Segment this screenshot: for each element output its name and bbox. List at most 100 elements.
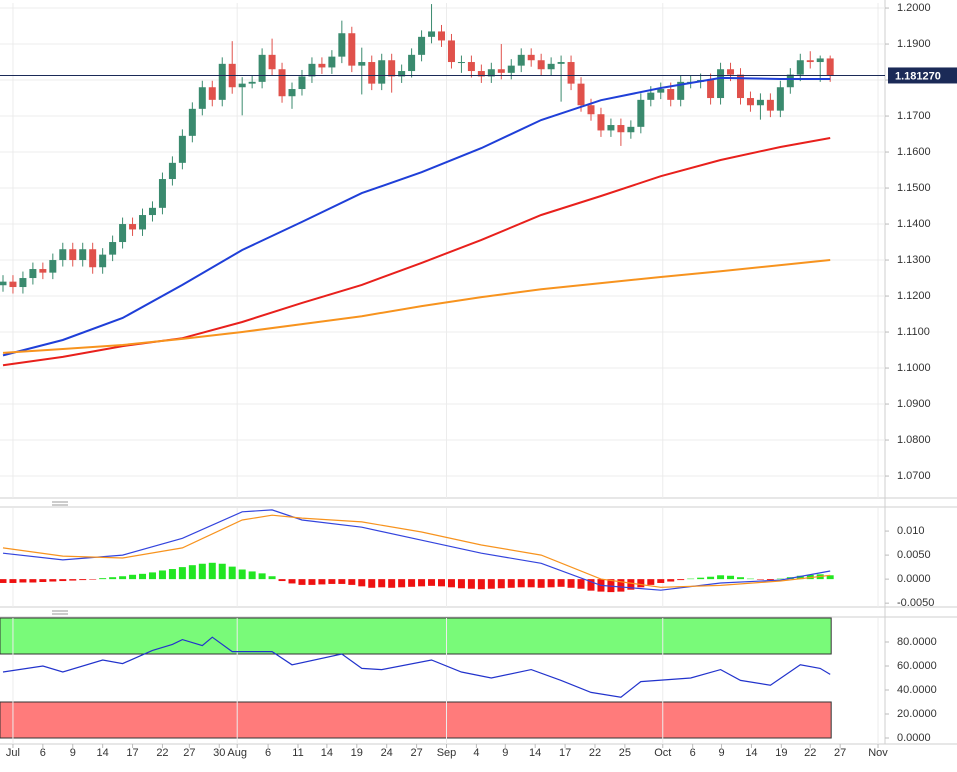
histogram-bar: [438, 579, 446, 587]
indicator-line: [2, 259, 831, 354]
candle-body: [647, 92, 655, 100]
x-tick-label: 22: [804, 747, 816, 759]
candle-body: [507, 65, 515, 73]
indicator-line: [2, 76, 831, 357]
histogram-bar: [697, 577, 705, 580]
candle-body: [29, 269, 37, 279]
candle-body: [348, 33, 356, 66]
histogram-bar: [129, 574, 137, 580]
histogram-bar: [776, 578, 784, 580]
x-tick-label: 6: [40, 747, 46, 759]
candle-body: [178, 135, 186, 163]
histogram-bar: [178, 567, 186, 580]
candle-body: [587, 105, 595, 115]
histogram-bar: [497, 579, 505, 589]
candle-body: [148, 207, 156, 216]
candle-body: [358, 62, 366, 66]
histogram-bar: [507, 579, 515, 588]
x-tick-label: 14: [97, 747, 109, 759]
histogram-bar: [657, 579, 665, 583]
candle-body: [617, 125, 625, 133]
histogram-bar: [806, 574, 814, 580]
x-tick-label: 19: [775, 747, 787, 759]
x-tick-label: Nov: [868, 747, 888, 759]
candle-body: [418, 36, 426, 55]
x-tick-label: 6: [265, 747, 271, 759]
candle-body: [208, 87, 216, 100]
histogram-bar: [667, 579, 675, 582]
candle-body: [667, 89, 675, 100]
histogram-bar: [717, 575, 725, 580]
histogram-bar: [477, 579, 485, 590]
histogram-bar: [9, 579, 17, 583]
histogram-bar: [29, 579, 37, 583]
candle-body: [238, 83, 246, 88]
x-tick-label: 17: [126, 747, 138, 759]
candle-body: [527, 54, 535, 61]
candle-body: [756, 99, 764, 106]
x-tick-label: 22: [156, 747, 168, 759]
histogram-bar: [796, 575, 804, 580]
candle-body: [308, 63, 316, 77]
x-tick-label: 9: [502, 747, 508, 759]
histogram-bar: [39, 579, 47, 583]
y-tick-label: 1.1500: [897, 182, 931, 194]
y-tick-label: 0.0000: [897, 573, 931, 585]
y-tick-label: 1.1400: [897, 218, 931, 230]
histogram-bar: [298, 579, 306, 585]
x-tick-label: 27: [183, 747, 195, 759]
candle-body: [577, 83, 585, 106]
histogram-bar: [148, 572, 156, 580]
resize-handle[interactable]: [52, 501, 68, 506]
candle-body: [438, 31, 446, 41]
candle-body: [597, 114, 605, 131]
candle-body: [268, 54, 276, 70]
histogram-bar: [577, 579, 585, 589]
histogram-bar: [238, 569, 246, 580]
candle-body: [89, 249, 97, 268]
candle-body: [318, 63, 326, 68]
candle-body: [198, 87, 206, 109]
candle-body: [328, 56, 336, 68]
candle-body: [487, 69, 495, 77]
candle-body: [736, 74, 744, 99]
candle-body: [557, 62, 565, 64]
candle-body: [109, 242, 117, 255]
x-tick-label: 27: [410, 747, 422, 759]
candle-body: [218, 63, 226, 100]
x-tick-label: 17: [559, 747, 571, 759]
resize-handle[interactable]: [52, 610, 68, 615]
candle-body: [69, 249, 77, 261]
histogram-bar: [89, 579, 97, 580]
histogram-bar: [388, 579, 396, 588]
candle-body: [119, 224, 127, 243]
histogram-bar: [208, 562, 216, 580]
candle-body: [717, 69, 725, 99]
candle-body: [657, 89, 665, 93]
last-price-box: [888, 67, 957, 84]
x-tick-label: 27: [834, 747, 846, 759]
candle-body: [188, 108, 196, 136]
candle-body: [0, 281, 7, 286]
y-tick-label: 1.2000: [897, 2, 931, 14]
y-tick-label: 0.010: [897, 525, 925, 537]
y-tick-label: 1.1600: [897, 146, 931, 158]
histogram-bar: [109, 577, 117, 580]
x-tick-label: Aug: [227, 747, 247, 759]
candle-body: [388, 60, 396, 77]
x-tick-label: 6: [690, 747, 696, 759]
candle-body: [39, 269, 47, 273]
x-tick-label: Jul: [6, 747, 20, 759]
candle-body: [497, 69, 505, 73]
histogram-bar: [278, 579, 286, 582]
candle-body: [477, 71, 485, 77]
histogram-bar: [99, 578, 107, 580]
y-tick-label: 60.0000: [897, 660, 937, 672]
candle-body: [537, 60, 545, 70]
histogram-bar: [358, 579, 366, 587]
candle-body: [168, 162, 176, 180]
x-tick-label: 4: [473, 747, 479, 759]
candle-body: [158, 179, 166, 208]
histogram-bar: [457, 579, 465, 589]
candle-body: [99, 254, 107, 268]
